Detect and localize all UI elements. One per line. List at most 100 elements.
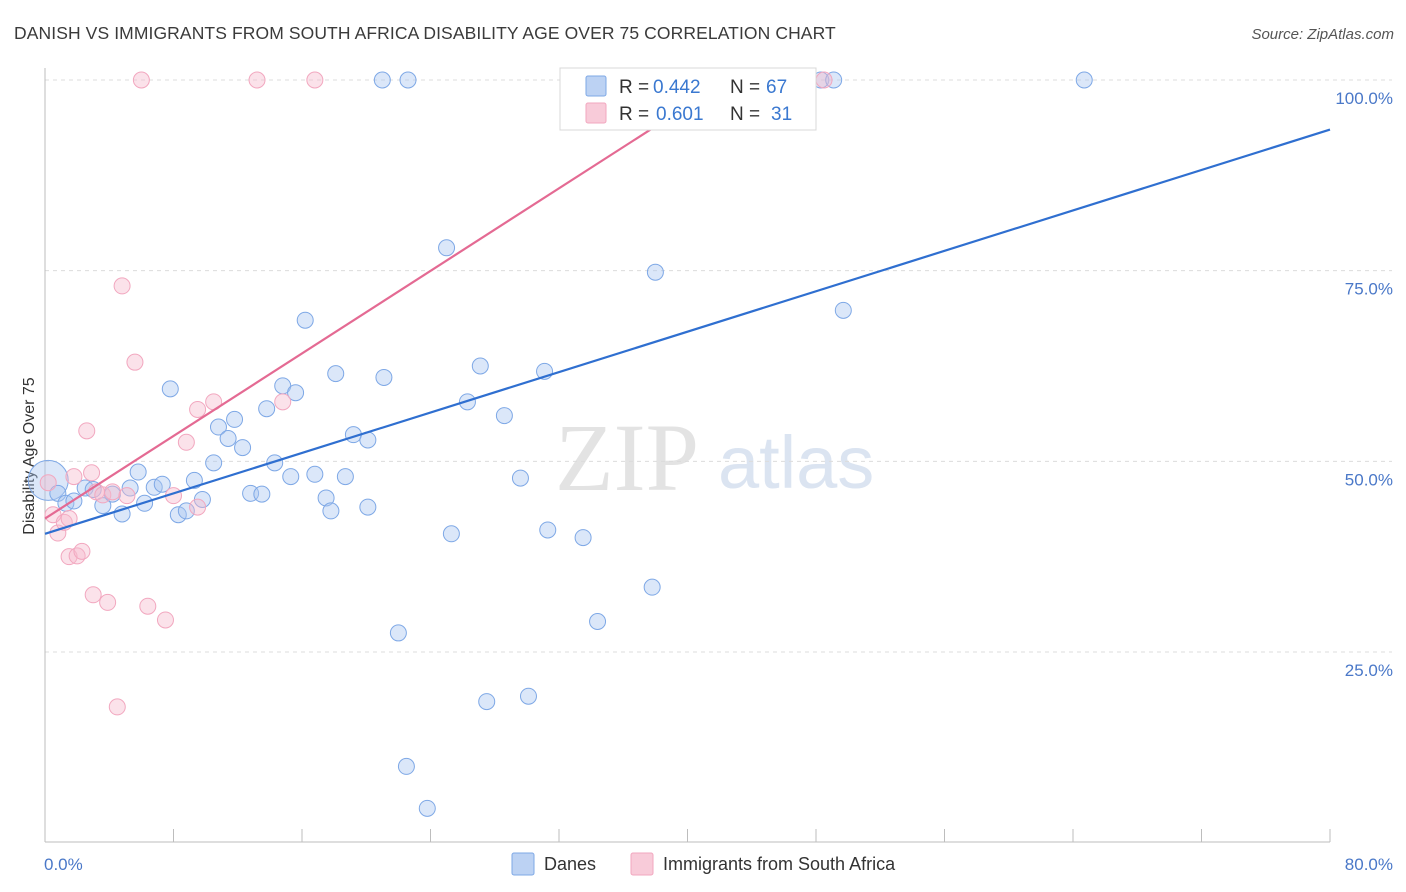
danes-point: [296, 311, 314, 329]
danes-point: [373, 71, 391, 89]
danes-point: [282, 468, 300, 486]
legend-r-value-danes: 0.442: [653, 77, 701, 98]
immigrants-point: [815, 71, 833, 89]
watermark-atlas: atlas: [718, 421, 874, 504]
immigrants-point: [73, 542, 91, 560]
danes-point: [266, 454, 284, 472]
x-tick-label: 80.0%: [1345, 855, 1393, 874]
legend-swatch-danes: [585, 75, 607, 97]
watermark: ZIP atlas: [555, 404, 874, 511]
immigrants-point: [83, 464, 101, 482]
danes-point: [153, 475, 171, 493]
danes-point: [478, 693, 496, 711]
series-legend-swatch-immigrants: [630, 852, 654, 876]
legend-n-label-danes: N =: [730, 77, 760, 98]
stats-legend: R = 0.442 N = 67 R = 0.601 N = 31: [559, 67, 817, 131]
chart-source: Source: ZipAtlas.com: [1251, 26, 1394, 43]
danes-point: [287, 384, 305, 402]
immigrants-point: [306, 71, 324, 89]
danes-point: [327, 365, 345, 383]
immigrants-point: [126, 353, 144, 371]
y-tick-label: 100.0%: [1335, 89, 1393, 108]
immigrants-point: [132, 71, 150, 89]
danes-point: [317, 489, 335, 507]
y-tick-label: 25.0%: [1345, 661, 1393, 680]
danes-point: [646, 263, 664, 281]
danes-point: [442, 525, 460, 543]
series-legend: Danes Immigrants from South Africa: [511, 852, 896, 876]
y-axis-label: Disability Age Over 75: [21, 377, 38, 535]
danes-point: [438, 239, 456, 257]
danes-point: [1075, 71, 1093, 89]
danes-point: [129, 463, 147, 481]
gridlines: [45, 79, 1392, 653]
immigrants-point: [94, 486, 112, 504]
immigrants-point: [156, 611, 174, 629]
x-tick-label: 0.0%: [44, 855, 83, 874]
immigrants-point: [39, 474, 57, 492]
danes-point: [322, 502, 340, 520]
immigrants-point: [103, 483, 121, 501]
legend-n-value-immigrants: 31: [771, 104, 792, 125]
legend-r-label-danes: R =: [619, 77, 649, 98]
danes-point: [253, 485, 271, 503]
immigrants-point: [177, 433, 195, 451]
chart-title: DANISH VS IMMIGRANTS FROM SOUTH AFRICA D…: [14, 23, 836, 43]
danes-point: [226, 410, 244, 428]
y-tick-label: 50.0%: [1345, 470, 1393, 489]
series-legend-label-immigrants: Immigrants from South Africa: [663, 854, 896, 874]
immigrants-point: [65, 468, 83, 486]
danes-point: [519, 687, 537, 705]
danes-point: [495, 407, 513, 425]
immigrants-point: [99, 593, 117, 611]
danes-point: [306, 465, 324, 483]
immigrants-trend-line: [44, 79, 729, 520]
danes-point: [205, 454, 223, 472]
legend-r-label-immigrants: R =: [619, 104, 649, 125]
series-legend-swatch-danes: [511, 852, 535, 876]
danes-point: [825, 71, 843, 89]
danes-point: [471, 357, 489, 375]
danes-point: [219, 429, 237, 447]
legend-n-label-immigrants: N =: [730, 104, 760, 125]
immigrants-point: [118, 487, 136, 505]
immigrants-point: [248, 71, 266, 89]
trend-lines: [44, 79, 1331, 535]
danes-point: [169, 506, 187, 524]
immigrants-point: [78, 422, 96, 440]
danes-point: [161, 380, 179, 398]
danes-point: [511, 469, 529, 487]
data-points: [27, 71, 1093, 817]
danes-point: [258, 400, 276, 418]
tick-labels: 25.0% 50.0% 75.0% 100.0% 0.0% 80.0%: [44, 89, 1393, 874]
immigrants-point: [274, 393, 292, 411]
danes-point: [539, 521, 557, 539]
danes-point: [209, 418, 227, 436]
danes-point: [397, 757, 415, 775]
immigrants-point: [113, 277, 131, 295]
danes-point: [574, 529, 592, 547]
danes-point: [389, 624, 407, 642]
danes-trend-line: [44, 128, 1331, 535]
danes-point: [177, 502, 195, 520]
danes-point: [834, 301, 852, 319]
danes-point: [589, 612, 607, 630]
immigrants-point: [108, 698, 126, 716]
legend-r-value-immigrants: 0.601: [656, 104, 704, 125]
axes: [44, 68, 1331, 843]
series-legend-label-danes: Danes: [544, 854, 596, 874]
danes-point: [418, 799, 436, 817]
immigrants-point: [189, 498, 207, 516]
danes-point: [359, 498, 377, 516]
immigrants-point: [139, 597, 157, 615]
danes-point: [375, 368, 393, 386]
danes-point: [234, 439, 252, 457]
immigrants-point: [84, 586, 102, 604]
danes-point: [399, 71, 417, 89]
danes-point: [27, 459, 69, 501]
legend-swatch-immigrants: [585, 102, 607, 124]
immigrants-point: [189, 400, 207, 418]
danes-point: [643, 578, 661, 596]
danes-point: [336, 468, 354, 486]
